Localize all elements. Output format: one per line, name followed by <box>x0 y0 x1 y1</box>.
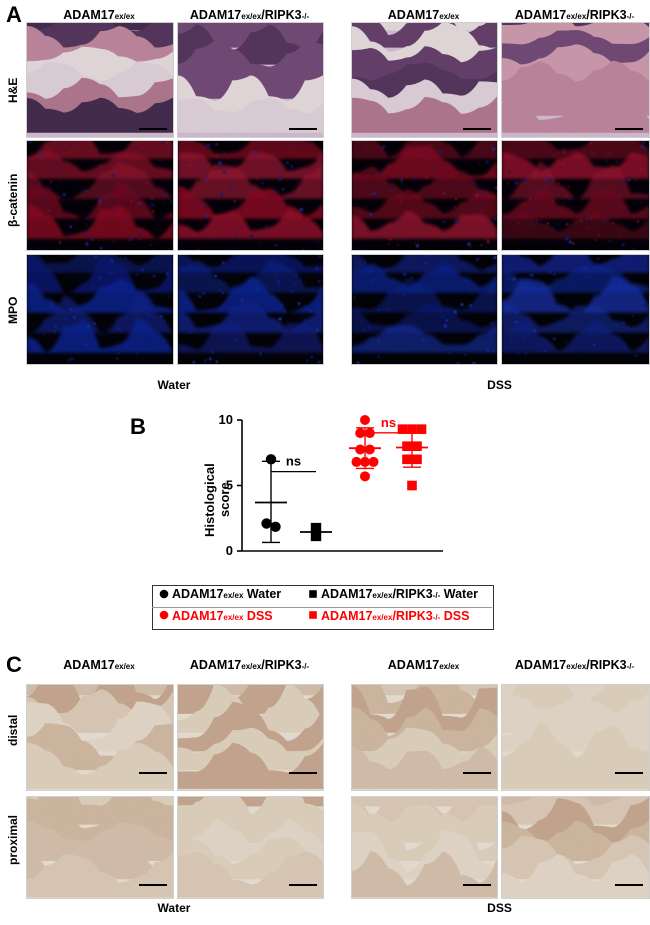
svg-text:ns: ns <box>381 415 396 430</box>
svg-text:ns: ns <box>286 454 301 469</box>
svg-text:5: 5 <box>226 478 233 493</box>
svg-text:0: 0 <box>226 543 233 558</box>
svg-text:10: 10 <box>219 412 233 427</box>
